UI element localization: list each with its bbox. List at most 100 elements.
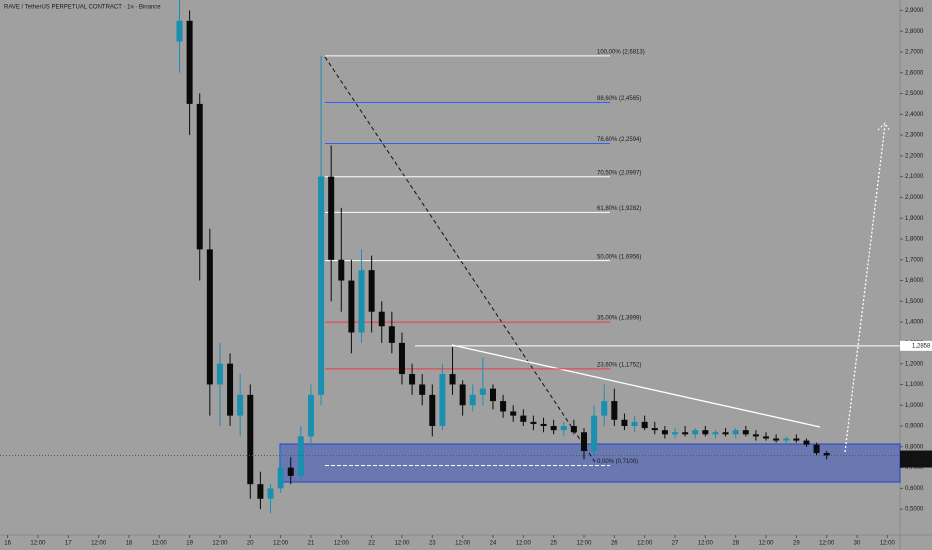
- candle-body: [247, 394, 254, 485]
- x-tick-label: 30: [854, 541, 861, 547]
- candle-body: [176, 20, 183, 42]
- last-price-label: 0,7579: [913, 453, 932, 459]
- y-tick-label: 2,0000: [905, 195, 924, 201]
- candle-body: [500, 401, 507, 412]
- fib-label: 35,00% (1,3999): [597, 316, 641, 322]
- y-tick-label: 0,7000: [905, 465, 924, 471]
- x-tick-label: 25: [550, 541, 557, 547]
- y-tick-label: 2,4000: [905, 112, 924, 118]
- candle-body: [358, 270, 365, 333]
- chart-title: RAVE / TetherUS PERPETUAL CONTRACT · 1ч …: [4, 5, 161, 11]
- y-tick-label: 1,0000: [905, 403, 924, 409]
- x-tick-label: 26: [611, 541, 618, 547]
- countdown-label: 09:45: [913, 460, 929, 466]
- candle-body: [752, 434, 759, 437]
- candle-body: [742, 430, 749, 435]
- candle-body: [823, 453, 830, 456]
- candle-body: [267, 488, 274, 499]
- candle-body: [722, 432, 729, 435]
- y-tick-label: 2,8000: [905, 29, 924, 35]
- candle-body: [702, 430, 709, 435]
- fib-label: 0,00% (0,7100): [597, 459, 638, 465]
- candle-body: [641, 421, 648, 429]
- x-tick-label: 12:00: [152, 541, 168, 547]
- fib-label: 88,60% (2,4565): [597, 96, 641, 102]
- candle-body: [368, 270, 375, 312]
- candle-body: [510, 411, 517, 416]
- candle-body: [661, 430, 668, 435]
- y-tick-label: 0,9000: [905, 424, 924, 430]
- candle-body: [732, 430, 739, 435]
- y-tick-label: 2,3000: [905, 133, 924, 139]
- x-tick-label: 20: [247, 541, 254, 547]
- candle-body: [287, 467, 294, 476]
- candle-body: [328, 176, 335, 260]
- x-tick-label: 12:00: [637, 541, 653, 547]
- y-tick-label: 0,5000: [905, 507, 924, 513]
- y-tick-label: 2,6000: [905, 70, 924, 76]
- candle-body: [227, 363, 234, 416]
- candle-body: [813, 444, 820, 454]
- candle-body: [277, 467, 284, 489]
- candle-body: [429, 394, 436, 427]
- x-tick-label: 16: [4, 541, 11, 547]
- candle-body: [186, 20, 193, 104]
- candle-body: [388, 326, 395, 343]
- candle-body: [206, 249, 213, 385]
- x-tick-label: 19: [186, 541, 193, 547]
- candle-body: [793, 438, 800, 441]
- projection-arrow: [844, 124, 886, 453]
- candle-body: [803, 440, 810, 445]
- candle-body: [479, 388, 486, 395]
- candle-body: [773, 438, 780, 441]
- x-tick-label: 12:00: [759, 541, 775, 547]
- candle-body: [307, 394, 314, 437]
- x-tick-label: 12:00: [698, 541, 714, 547]
- y-tick-label: 1,7000: [905, 257, 924, 263]
- y-tick-label: 1,4000: [905, 320, 924, 326]
- candle-body: [570, 426, 577, 433]
- candle-body: [591, 415, 598, 451]
- x-tick-label: 12:00: [212, 541, 228, 547]
- y-tick-label: 1,9000: [905, 216, 924, 222]
- x-tick-label: 12:00: [91, 541, 107, 547]
- x-tick-label: 12:00: [819, 541, 835, 547]
- x-tick-label: 12:00: [455, 541, 471, 547]
- last-price-badge: [900, 450, 932, 468]
- candle-body: [763, 436, 770, 439]
- candle-body: [297, 436, 304, 476]
- y-tick-label: 1,5000: [905, 299, 924, 305]
- x-tick-label: 27: [672, 541, 679, 547]
- x-tick-label: 12:00: [273, 541, 289, 547]
- candle-body: [682, 432, 689, 435]
- x-tick-label: 12:00: [394, 541, 410, 547]
- candle-body: [601, 401, 608, 416]
- fib-label: 61,80% (1,9282): [597, 206, 641, 212]
- x-tick-label: 24: [490, 541, 497, 547]
- candle-body: [459, 384, 466, 406]
- x-tick-label: 12:00: [30, 541, 46, 547]
- x-tick-label: 12:00: [880, 541, 896, 547]
- candle-body: [216, 363, 223, 385]
- y-tick-label: 1,8000: [905, 237, 924, 243]
- x-tick-label: 23: [429, 541, 436, 547]
- candle-body: [257, 484, 264, 499]
- trend-line: [451, 344, 821, 428]
- candle-body: [651, 428, 658, 431]
- candle-body: [469, 394, 476, 406]
- candle-body: [580, 432, 587, 451]
- level-badge: [900, 340, 932, 351]
- x-tick-label: 29: [793, 541, 800, 547]
- x-tick-label: 22: [368, 541, 375, 547]
- x-tick-label: 12:00: [576, 541, 592, 547]
- arrow-head: [877, 122, 891, 132]
- fib-label: 50,00% (1,6956): [597, 254, 641, 260]
- x-tick-label: 12:00: [516, 541, 532, 547]
- y-tick-label: 2,2000: [905, 153, 924, 159]
- candle-body: [419, 384, 426, 395]
- candle-body: [783, 438, 790, 441]
- candle-body: [520, 415, 527, 422]
- y-tick-label: 0,8000: [905, 444, 924, 450]
